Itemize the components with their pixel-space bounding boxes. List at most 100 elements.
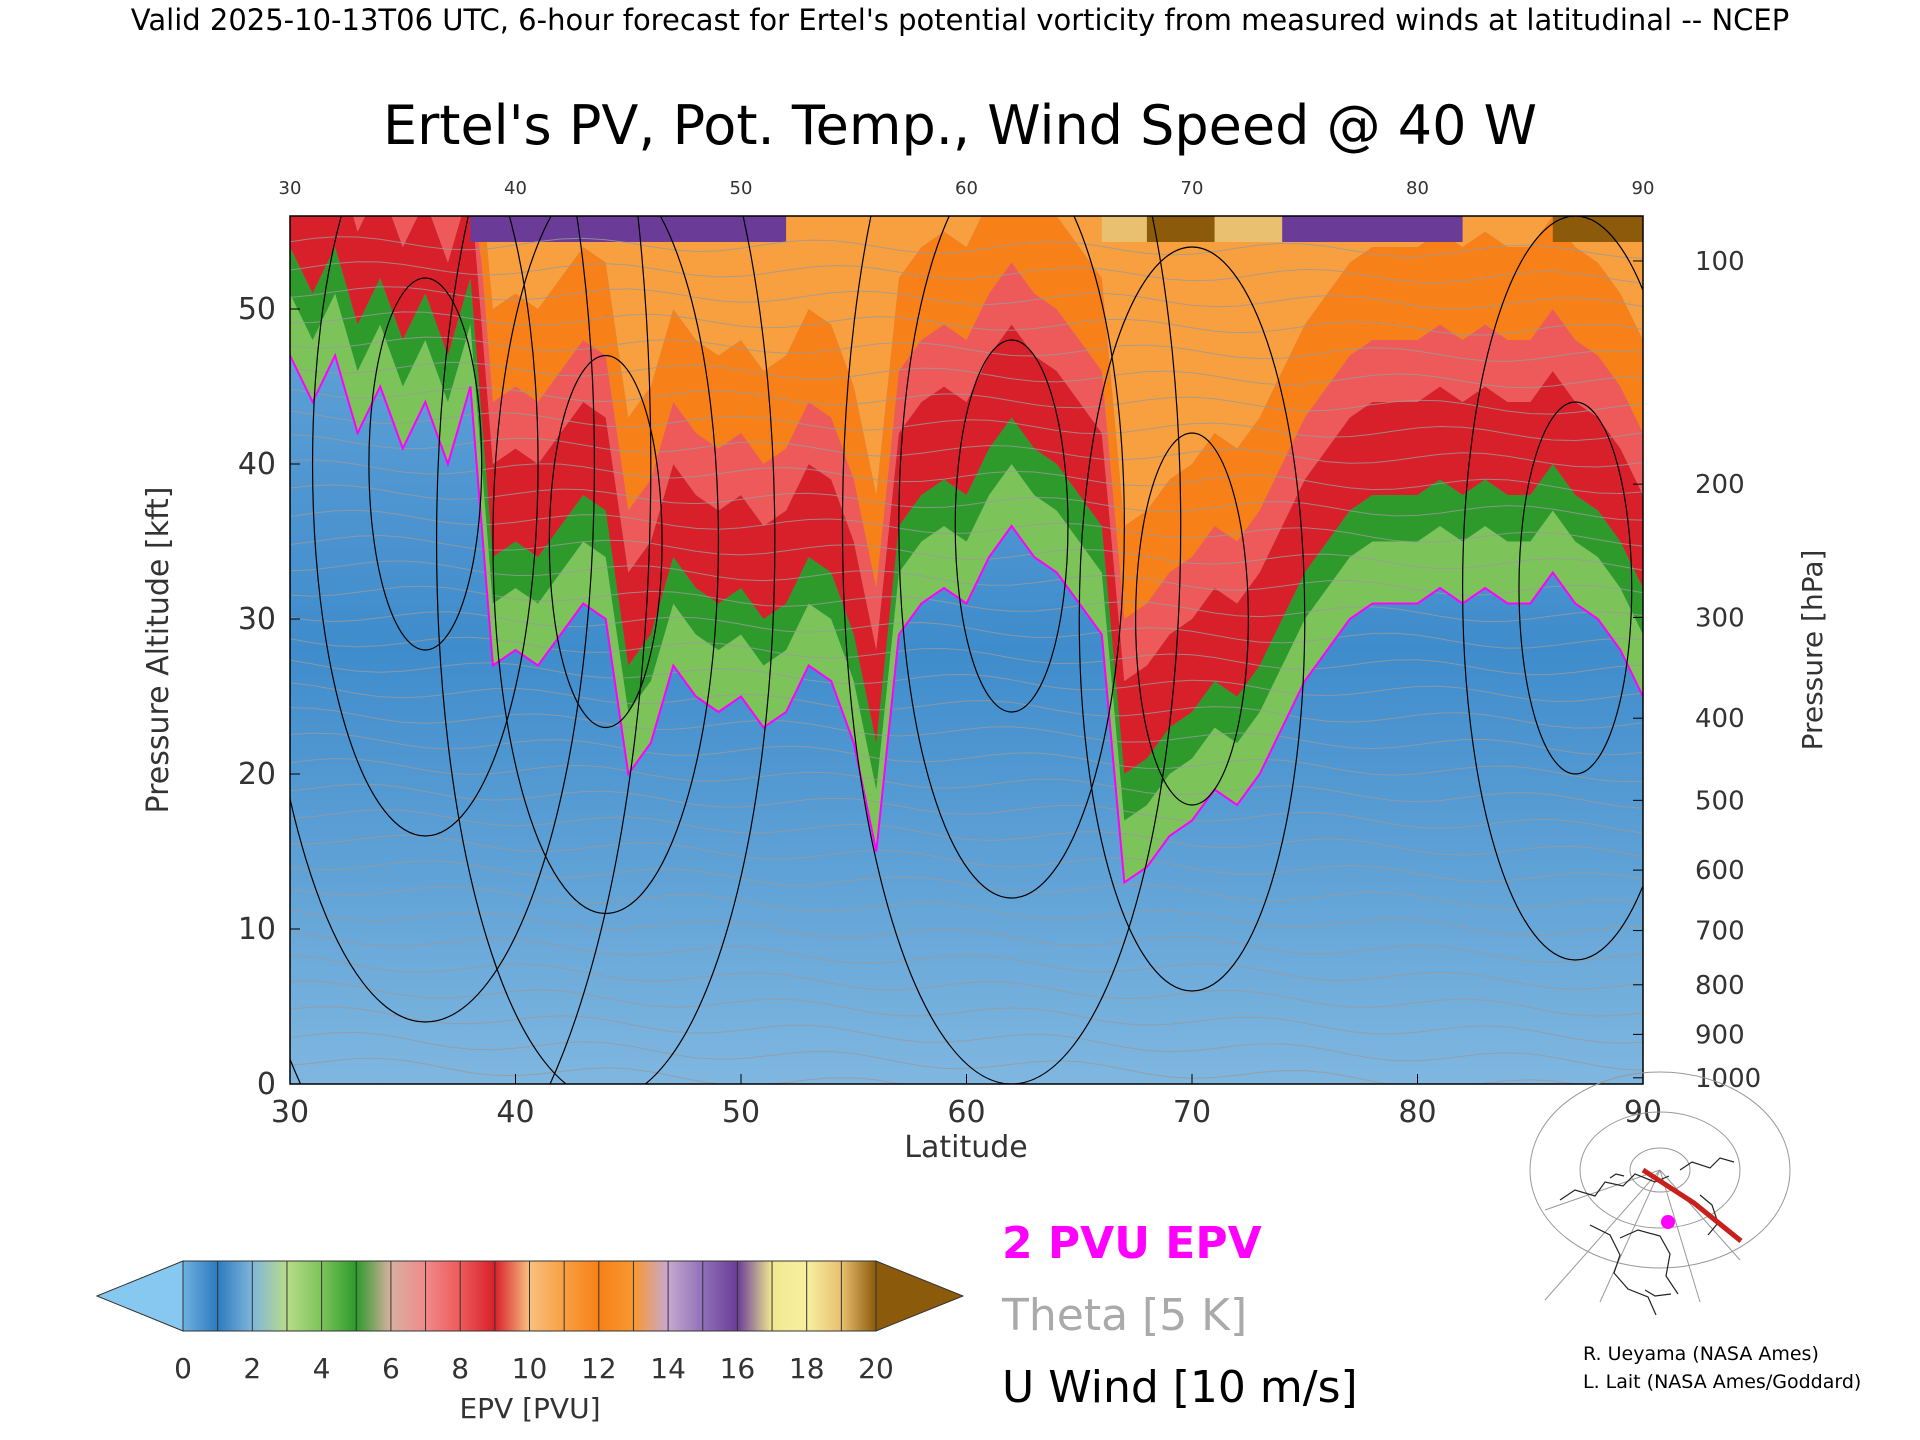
wind-contour-1-3 (436, 216, 776, 1084)
theta-line-2 (290, 1006, 1643, 1071)
pv-cap-4 (1146, 216, 1215, 242)
colorbar-tick-label: 4 (313, 1352, 331, 1385)
theta-line-11 (290, 783, 1643, 834)
colorbar-tick-label: 14 (650, 1352, 686, 1385)
y-tick-label: 40 (238, 447, 276, 482)
colorbar-tick-label: 20 (858, 1352, 894, 1385)
y-tick-label: 10 (238, 912, 276, 947)
colorbar: 0 2 4 6 8 10 12 14 16 18 20 EPV [PVU] (95, 1260, 965, 1425)
pressure-tick-label: 800 (1695, 971, 1745, 1001)
y-tick-label: 0 (257, 1067, 276, 1102)
theta-line-7 (290, 886, 1643, 936)
theta-line-14 (290, 707, 1643, 756)
inset-map (1529, 1071, 1791, 1316)
pv-cap-2 (1282, 216, 1463, 242)
theta-line-3 (290, 980, 1643, 1044)
theta-line-22 (290, 509, 1643, 547)
theta-line-8 (290, 860, 1643, 910)
wind-contour-0-2 (311, 216, 539, 837)
x-top-tick-label: 80 (1406, 178, 1429, 199)
x-tick-label: 60 (947, 1095, 985, 1130)
wind-contour-3-2 (1078, 246, 1306, 992)
theta-line-29 (290, 336, 1643, 362)
theta-line-10 (290, 809, 1643, 857)
theta-line-28 (290, 361, 1643, 389)
colorbar-dividers (217, 1261, 842, 1331)
theta-contours (290, 236, 1643, 1084)
plot-area: 30 40 50 60 70 80 90 30 40 50 60 70 80 90 0 10 20 30 40 5… (141, 178, 1829, 1165)
colorbar-tick-label: 16 (720, 1352, 756, 1385)
wind-contour-0-4 (290, 216, 652, 1084)
theta-line-24 (290, 459, 1643, 495)
chart-title: Ertel's PV, Pot. Temp., Wind Speed @ 40 … (383, 94, 1537, 157)
pressure-axis-ticks: 100 200 300 400 500 600 700 800 900 1000 (1633, 247, 1761, 1094)
tropopause-2pvu-line (290, 352, 1643, 885)
colorbar-tick-label: 10 (512, 1352, 548, 1385)
x-tick-label: 30 (271, 1095, 309, 1130)
inset-map-location-marker (1661, 1215, 1675, 1229)
theta-line-1 (290, 1031, 1578, 1084)
colorbar-tick-label: 2 (243, 1352, 261, 1385)
legend-theta: Theta [5 K] (1002, 1290, 1248, 1341)
pressure-tick-label: 300 (1695, 603, 1745, 633)
pv-band-0 (290, 293, 1643, 883)
wind-contour-3-1 (1135, 432, 1249, 806)
theta-line-13 (290, 732, 1643, 783)
theta-line-26 (290, 410, 1643, 442)
theta-line-33 (290, 236, 1643, 259)
theta-line-4 (290, 954, 1643, 1017)
x-top-tick-label: 50 (730, 178, 753, 199)
theta-line-17 (290, 636, 1643, 676)
colorbar-high-arrow (875, 1260, 965, 1332)
colorbar-tick-label: 0 (174, 1352, 192, 1385)
pressure-tick-label: 900 (1695, 1020, 1745, 1050)
pressure-tick-label: 600 (1695, 856, 1745, 886)
wind-contour-2-3 (841, 216, 1182, 1084)
theta-line-20 (290, 560, 1643, 596)
pv-band-2 (290, 216, 1643, 774)
theta-line-27 (290, 387, 1643, 415)
theta-line-16 (290, 659, 1643, 702)
legend-2pvu-epv: 2 PVU EPV (1002, 1218, 1262, 1269)
pv-zones (290, 216, 1643, 883)
x-tick-label: 40 (496, 1095, 534, 1130)
pv-band-1 (290, 247, 1643, 821)
forecast-header: Valid 2025-10-13T06 UTC, 6-hour forecast… (131, 3, 1789, 37)
pv-band-4 (474, 216, 1643, 619)
colorbar-tick-label: 18 (789, 1352, 825, 1385)
x-top-tick-label: 30 (279, 178, 302, 199)
pressure-tick-label: 1000 (1695, 1064, 1761, 1094)
wind-contour-4-2 (1462, 216, 1643, 961)
pressure-tick-label: 700 (1695, 917, 1745, 947)
pressure-tick-label: 200 (1695, 470, 1745, 500)
credit-line-1: R. Ueyama (NASA Ames) (1583, 1343, 1819, 1365)
pv-band-5 (484, 216, 1643, 526)
x-tick-label: 50 (722, 1095, 760, 1130)
pressure-tick-label: 100 (1695, 247, 1745, 277)
inset-map-coastlines (1559, 1157, 1735, 1316)
theta-line-31 (290, 286, 1643, 310)
credit-line-2: L. Lait (NASA Ames/Goddard) (1583, 1371, 1862, 1393)
pv-cap-3 (1552, 216, 1643, 242)
pressure-tick-label: 400 (1695, 704, 1745, 734)
theta-line-25 (290, 434, 1643, 468)
colorbar-tick-label: 12 (581, 1352, 617, 1385)
y-axis-label: Pressure Altitude [kft] (141, 487, 176, 814)
x-tick-label: 80 (1398, 1095, 1436, 1130)
theta-line-32 (290, 261, 1643, 284)
wind-contour-0-1 (368, 277, 483, 651)
wind-contour-1-2 (492, 216, 720, 914)
theta-line-23 (290, 484, 1643, 521)
y2-axis-label: Pressure [hPa] (1796, 550, 1829, 751)
legend-u-wind: U Wind [10 m/s] (1002, 1362, 1358, 1413)
inset-map-cross-section-line (1641, 1167, 1743, 1243)
inset-map-graticule (1529, 1071, 1791, 1303)
y-tick-label: 30 (238, 602, 276, 637)
inset-map-background (1543, 1154, 1740, 1303)
theta-line-12 (290, 757, 1643, 809)
colorbar-tick-labels: 0 2 4 6 8 10 12 14 16 18 20 (174, 1352, 894, 1385)
y-tick-label: 20 (238, 757, 276, 792)
wind-contour-2-1 (954, 339, 1069, 713)
x-top-tick-label: 70 (1181, 178, 1204, 199)
